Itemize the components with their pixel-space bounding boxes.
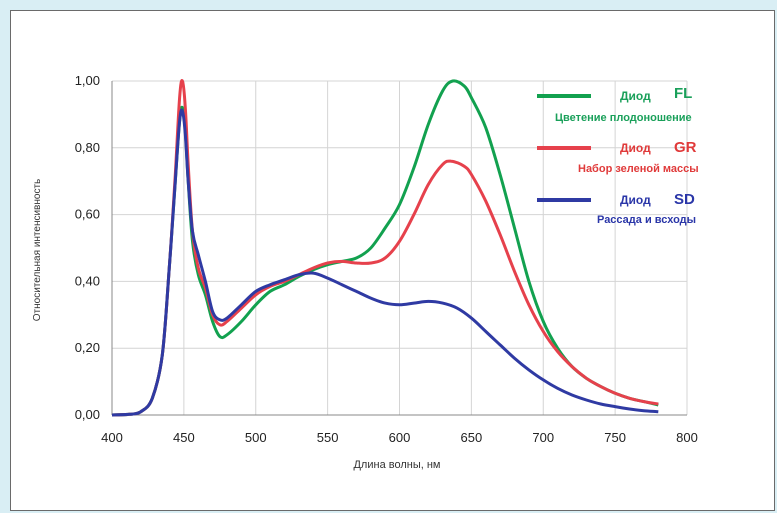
legend-item-gr: Диод GR Набор зеленой массы [537,139,699,175]
x-tick-label: 400 [101,430,123,445]
legend-item-fl: Диод FL Цветение плодоношение [537,85,692,124]
legend-label-gr: Диод [620,141,651,155]
y-tick-label: 0,40 [75,273,100,288]
legend: Диод FL Цветение плодоношение Диод GR На… [537,85,699,226]
legend-subtitle-sd: Рассада и всходы [597,214,696,226]
x-tick-label: 750 [604,430,626,445]
x-tick-label: 450 [173,430,195,445]
legend-label-sd: Диод [620,193,651,207]
legend-subtitle-fl: Цветение плодоношение [555,112,692,124]
x-tick-label: 600 [389,430,411,445]
y-tick-label: 1,00 [75,73,100,88]
y-tick-label: 0,00 [75,407,100,422]
legend-label-fl: Диод [620,89,651,103]
y-tick-label: 0,60 [75,207,100,222]
series-line-gr [111,79,659,417]
x-tick-label: 650 [461,430,483,445]
y-tick-label: 0,20 [75,340,100,355]
y-tick-label: 0,80 [75,140,100,155]
x-axis-label: Длина волны, нм [353,459,440,471]
x-tick-label: 800 [676,430,698,445]
chart-frame [10,10,775,511]
y-axis-label: Относительная интенсивность [32,179,43,321]
axes: 400 450 500 550 600 650 700 750 800 0,00 0,20 0,40 0… [75,73,698,445]
x-tick-label: 700 [532,430,554,445]
series-line-sd [111,108,659,417]
legend-code-gr: GR [674,139,697,156]
x-tick-label: 500 [245,430,267,445]
legend-item-sd: Диод SD Рассада и всходы [537,191,696,226]
legend-subtitle-gr: Набор зеленой массы [578,163,699,175]
legend-code-sd: SD [674,191,695,208]
grid [112,80,688,415]
legend-code-fl: FL [674,85,692,102]
x-tick-label: 550 [317,430,339,445]
series [111,79,659,417]
